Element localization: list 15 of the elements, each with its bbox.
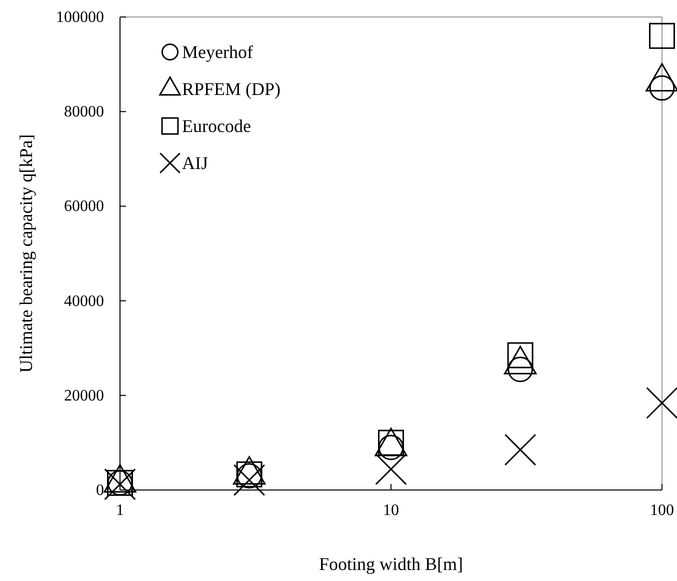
y-tick-label: 40000: [64, 292, 104, 310]
legend-label: Meyerhof: [182, 42, 253, 62]
y-tick-label: 100000: [56, 9, 104, 26]
x-tick-label: 100: [650, 502, 674, 519]
x-axis-title: Footing width B[m]: [318, 554, 464, 574]
x-tick-label: 1: [116, 502, 124, 519]
legend-label: AIJ: [182, 153, 208, 173]
y-tick-label: 60000: [64, 198, 104, 216]
y-axis-title: Ultimate bearing capacity q[kPa]: [16, 134, 36, 373]
y-tick-label: 80000: [64, 104, 104, 121]
y-tick-label: 20000: [64, 387, 104, 404]
x-tick-label: 10: [383, 502, 399, 519]
legend-label: Eurocode: [182, 116, 251, 136]
legend-label: RPFEM (DP): [182, 79, 281, 99]
y-tick-label: 0: [96, 482, 104, 499]
